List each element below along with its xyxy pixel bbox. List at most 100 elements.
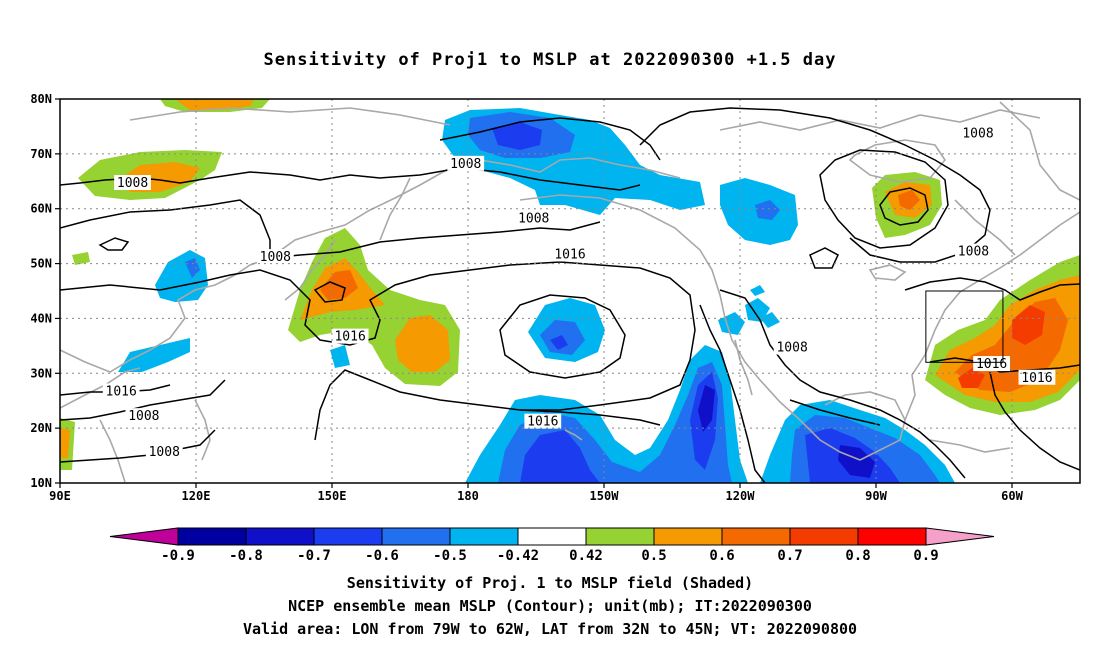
colorbar-label: -0.5	[433, 548, 467, 564]
coast-alaska	[449, 157, 681, 179]
contour-1008-low-canada	[879, 187, 929, 226]
colorbar-bin	[653, 527, 723, 546]
colorbar: -0.9 -0.8 -0.7 -0.6 -0.5 -0.42 0.42 0.5 0.6 0.7 0.…	[109, 527, 995, 564]
shaded-region	[550, 335, 568, 350]
contour-label-bg	[551, 246, 589, 262]
contour-1016-pacific-south	[519, 409, 661, 426]
contour-1008-west-na	[699, 304, 766, 483]
contour-label-bg	[524, 413, 562, 429]
colorbar-label: 0.7	[777, 548, 802, 564]
shaded-region	[330, 345, 350, 368]
coast-greenland	[999, 101, 1080, 201]
shaded-region	[755, 200, 780, 220]
contour-label: 1008	[149, 445, 180, 460]
contour-label-bg	[102, 383, 140, 399]
contour-label: 1016	[554, 247, 585, 262]
contour-label-bg	[955, 243, 992, 259]
shaded-region	[750, 285, 765, 296]
colorbar-label: -0.6	[365, 548, 399, 564]
shaded-region	[760, 312, 780, 328]
colorbar-label: -0.7	[297, 548, 331, 564]
lat-tick-label: 70N	[30, 147, 52, 161]
coast-baja	[734, 339, 753, 396]
coast-caribbean	[929, 439, 1011, 453]
contour-label-bg	[959, 125, 997, 141]
contour-label: 1008	[128, 409, 159, 424]
longitude-ticks: 90E 120E 150E 180 150W 120W 90W 60W	[49, 483, 1024, 503]
colorbar-label: -0.9	[161, 548, 195, 564]
coast-gulf-mexico	[824, 391, 906, 461]
contour-label: 1008	[260, 250, 291, 265]
colorbar-label: -0.42	[497, 548, 539, 564]
contour-label: 1016	[334, 330, 365, 345]
contour-label: 1008	[776, 341, 807, 356]
contour-1008-closed-small-2	[809, 247, 839, 269]
lat-tick-label: 30N	[30, 366, 52, 380]
contour-1008-pacific-arc	[639, 107, 991, 263]
contour-1016-atlantic	[904, 277, 1080, 301]
contour-1016-atlantic-lower	[929, 357, 1080, 373]
coast-indochina	[99, 419, 126, 483]
contour-label-bg	[256, 249, 294, 265]
contour-label-bg	[114, 175, 151, 191]
contour-label: 1008	[958, 245, 989, 260]
contour-label-bg	[447, 155, 485, 171]
contour-label: 1008	[962, 127, 993, 142]
coast-kamchatka	[379, 177, 411, 241]
contour-label-bg	[145, 443, 183, 459]
contour-label-bg	[773, 339, 811, 355]
lon-tick-label: 90W	[865, 489, 887, 503]
lon-tick-label: 150E	[318, 489, 347, 503]
latitude-ticks: 80N 70N 60N 50N 40N 30N 20N 10N	[30, 92, 60, 490]
colorbar-label: 0.8	[845, 548, 870, 564]
contour-1016-closed-japan	[313, 281, 346, 303]
colorbar-label: 0.9	[913, 548, 938, 564]
contour-1008-pacific-north	[439, 117, 661, 161]
lon-tick-label: 120E	[182, 489, 211, 503]
caption-shaded: Sensitivity of Proj. 1 to MSLP field (Sh…	[346, 574, 754, 592]
colorbar-bin	[857, 527, 927, 546]
colorbar-bin	[313, 527, 383, 546]
coast-philippines	[194, 399, 211, 461]
colorbar-bin	[381, 527, 451, 546]
shaded-region	[698, 385, 715, 432]
coast-florida	[904, 354, 926, 421]
shaded-region	[175, 99, 255, 110]
coast-east-na	[924, 211, 1080, 356]
lon-tick-label: 180	[457, 489, 479, 503]
lat-tick-label: 10N	[30, 476, 52, 490]
lat-tick-label: 20N	[30, 421, 52, 435]
contour-label-bg	[331, 328, 369, 344]
contour-1016-high-center	[499, 294, 626, 379]
shaded-region	[745, 298, 770, 322]
contour-label: 1016	[527, 415, 558, 430]
contour-1008-mexico	[789, 399, 881, 426]
contour-label-bg	[125, 408, 163, 424]
colorbar-bin	[585, 527, 655, 546]
colorbar-bin	[449, 527, 519, 546]
shaded-region	[520, 430, 600, 483]
colorbar-label: 0.5	[641, 548, 666, 564]
lat-tick-label: 40N	[30, 311, 52, 325]
contour-label: 1016	[1021, 371, 1052, 386]
lat-tick-label: 80N	[30, 92, 52, 106]
contour-1008-nw-canada	[819, 149, 949, 249]
colorbar-arrow-low	[109, 527, 179, 546]
colorbar-bin	[245, 527, 315, 546]
coast-arctic-archipelago	[719, 109, 1041, 131]
shaded-region	[838, 445, 875, 478]
contour-label: 1008	[117, 176, 148, 191]
colorbar-bin	[177, 527, 247, 546]
coast-alaska-south	[519, 194, 726, 319]
colorbar-bin	[721, 527, 791, 546]
coast-labrador	[954, 199, 1016, 256]
colorbar-bin	[789, 527, 859, 546]
lat-lon-grid	[60, 99, 1080, 483]
colorbar-arrow-high	[925, 527, 995, 546]
shaded-region	[1012, 305, 1045, 345]
contour-label-bg	[515, 210, 553, 226]
contour-1016-asia	[60, 261, 696, 441]
lat-tick-label: 50N	[30, 257, 52, 271]
caption-contour: NCEP ensemble mean MSLP (Contour); unit(…	[288, 597, 812, 615]
shaded-region	[118, 338, 190, 372]
